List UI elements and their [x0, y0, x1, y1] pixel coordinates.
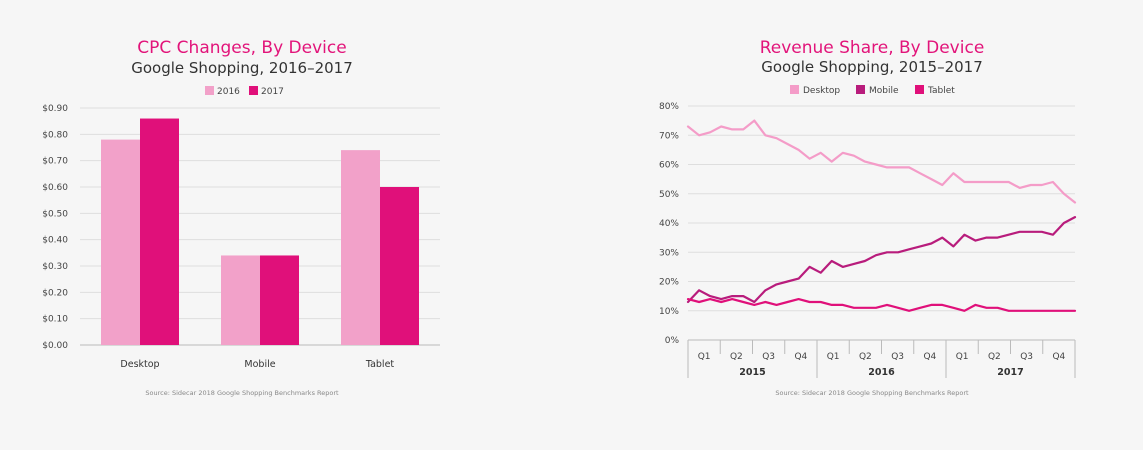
revenue-gridlines: [688, 105, 1075, 341]
y-tick-label: $0.00: [42, 341, 68, 351]
year-label: 2017: [997, 367, 1023, 378]
y-tick-label: 20%: [659, 278, 679, 288]
bar-mobile-2017: [260, 255, 299, 345]
quarter-label: Q4: [1052, 352, 1065, 362]
legend-swatch-tablet: [915, 85, 924, 94]
line-tablet: [686, 298, 1077, 312]
quarter-label: Q4: [794, 352, 807, 362]
line-desktop: [686, 119, 1077, 204]
quarter-label: Q3: [891, 352, 904, 362]
cpc-x-axis: Desktop Mobile Tablet: [120, 359, 394, 370]
y-tick-label: $0.90: [42, 104, 68, 114]
year-label: 2016: [868, 367, 895, 378]
bar-mobile-2016: [221, 255, 260, 345]
cpc-chart-subtitle: Google Shopping, 2016–2017: [131, 59, 353, 77]
y-tick-label: 70%: [659, 131, 679, 141]
revenue-legend: Desktop Mobile Tablet: [790, 85, 955, 96]
x-category-label: Tablet: [365, 359, 395, 370]
y-tick-label: 40%: [659, 219, 679, 229]
legend-label-2017: 2017: [261, 87, 284, 97]
bar-tablet-2017: [380, 187, 419, 345]
y-tick-label: 30%: [659, 248, 679, 258]
y-tick-label: $0.40: [42, 236, 68, 246]
quarter-label: Q1: [956, 352, 969, 362]
quarter-label: Q2: [730, 352, 743, 362]
legend-swatch-2017: [249, 86, 258, 95]
y-tick-label: $0.50: [42, 209, 68, 219]
line-mobile: [686, 216, 1077, 304]
y-tick-label: 10%: [659, 307, 679, 317]
quarter-label: Q3: [1020, 352, 1033, 362]
y-tick-label: $0.60: [42, 183, 68, 193]
y-tick-label: $0.30: [42, 262, 68, 272]
quarter-label: Q2: [859, 352, 872, 362]
quarter-label: Q1: [827, 352, 840, 362]
cpc-legend: 2016 2017: [205, 86, 284, 97]
revenue-source-note: Source: Sidecar 2018 Google Shopping Ben…: [775, 389, 969, 397]
quarter-label: Q3: [762, 352, 775, 362]
revenue-chart-title: Revenue Share, By Device: [760, 38, 985, 58]
revenue-y-axis: 0% 10% 20% 30% 40% 50% 60% 70% 80%: [659, 102, 679, 346]
y-tick-label: $0.70: [42, 157, 68, 167]
revenue-x-axis: Q1 Q2 Q3 Q4 Q1 Q2 Q3 Q4 Q1 Q2 Q3 Q4 2015 2016 2017: [687, 340, 1076, 378]
bar-desktop-2016: [101, 139, 140, 345]
y-tick-label: $0.20: [42, 288, 68, 298]
legend-swatch-desktop: [790, 85, 799, 94]
revenue-chart-subtitle: Google Shopping, 2015–2017: [761, 58, 983, 76]
cpc-chart-title: CPC Changes, By Device: [137, 38, 346, 58]
y-tick-label: 80%: [659, 102, 679, 112]
revenue-lines: [686, 119, 1077, 312]
legend-label-tablet: Tablet: [927, 86, 955, 96]
x-category-label: Desktop: [120, 359, 159, 370]
cpc-bars: [101, 118, 419, 346]
quarter-label: Q2: [988, 352, 1001, 362]
cpc-chart: CPC Changes, By Device Google Shopping, …: [42, 38, 440, 397]
cpc-y-axis: $0.00 $0.10 $0.20 $0.30 $0.40 $0.50 $0.60 $0.70…: [42, 104, 68, 351]
quarter-label: Q1: [698, 352, 711, 362]
legend-swatch-mobile: [856, 85, 865, 94]
y-tick-label: 50%: [659, 190, 679, 200]
legend-label-mobile: Mobile: [869, 86, 899, 96]
cpc-source-note: Source: Sidecar 2018 Google Shopping Ben…: [145, 389, 339, 397]
x-category-label: Mobile: [244, 359, 275, 370]
bar-desktop-2017: [140, 118, 179, 346]
y-tick-label: 60%: [659, 161, 679, 171]
legend-label-desktop: Desktop: [803, 86, 840, 96]
bar-tablet-2016: [341, 150, 380, 345]
year-label: 2015: [739, 367, 765, 378]
y-tick-label: $0.80: [42, 130, 68, 140]
y-tick-label: $0.10: [42, 315, 68, 325]
revenue-chart: Revenue Share, By Device Google Shopping…: [659, 38, 1077, 397]
y-tick-label: 0%: [665, 336, 680, 346]
legend-label-2016: 2016: [217, 87, 240, 97]
quarter-label: Q4: [923, 352, 936, 362]
legend-swatch-2016: [205, 86, 214, 95]
